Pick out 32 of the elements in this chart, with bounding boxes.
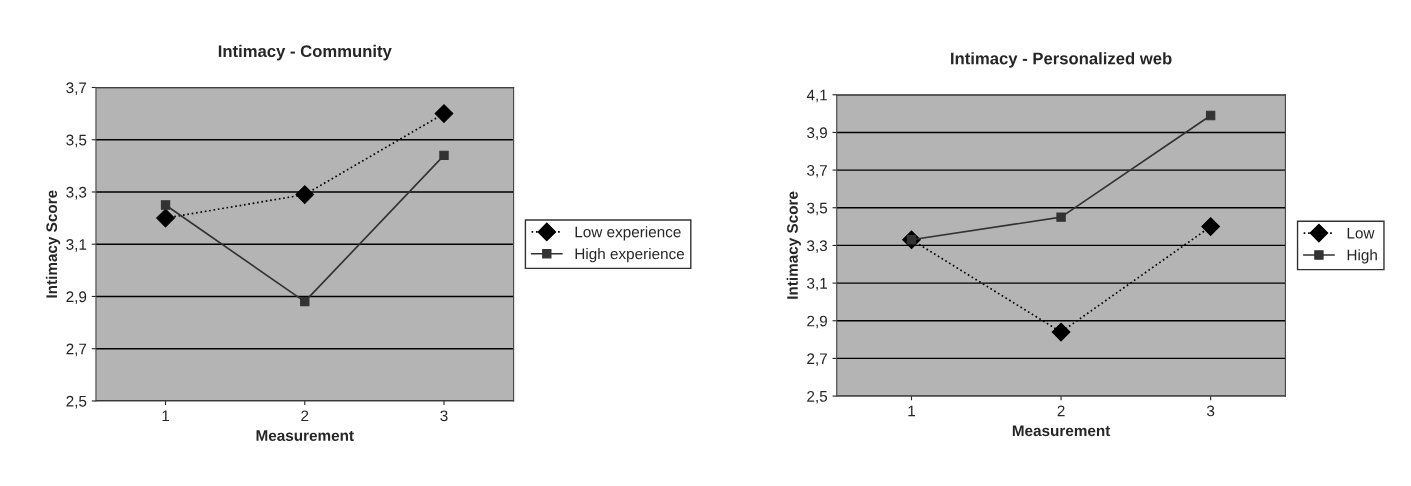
y-tick-label: 4,1 — [806, 89, 827, 103]
y-tick-label: 3,3 — [66, 186, 87, 200]
x-tick-label: 3 — [1206, 405, 1215, 417]
y-tick-label: 2,5 — [66, 395, 87, 409]
y-tick-label: 2,7 — [807, 353, 827, 366]
legend-label: High — [1347, 249, 1377, 264]
y-tick-label: 3,1 — [807, 277, 827, 291]
legend-label: Low experience — [575, 226, 681, 241]
x-axis-title: Measurement — [1012, 425, 1111, 437]
x-tick-label: 2 — [1057, 405, 1065, 417]
y-tick-label: 3,3 — [807, 240, 828, 253]
x-tick-label: 3 — [440, 410, 448, 422]
y-tick-label: 3,9 — [807, 127, 827, 140]
chart-title: Intimacy - Community — [218, 44, 392, 61]
chart-title: Intimacy - Personalized web — [951, 52, 1172, 68]
legend-label: High experience — [575, 248, 685, 263]
y-tick-label: 2,9 — [807, 315, 827, 329]
y-tick-label: 2,5 — [807, 390, 828, 404]
x-tick-label: 2 — [301, 410, 309, 422]
y-tick-label: 3,7 — [66, 82, 87, 95]
y-tick-label: 2,9 — [66, 291, 87, 304]
y-tick-label: 2,7 — [66, 343, 87, 357]
y-axis-title: Intimacy Score — [45, 190, 61, 298]
x-tick-label: 1 — [908, 405, 916, 417]
y-axis-title: Intimacy Score — [786, 191, 801, 299]
y-tick-label: 3,1 — [66, 239, 87, 252]
x-axis-title: Measurement — [256, 430, 354, 441]
y-tick-label: 3,5 — [66, 134, 87, 148]
y-tick-label: 3,5 — [807, 202, 828, 216]
y-tick-label: 3,7 — [807, 164, 827, 178]
legend-label: Low — [1347, 227, 1375, 239]
x-tick-label: 1 — [162, 410, 170, 422]
